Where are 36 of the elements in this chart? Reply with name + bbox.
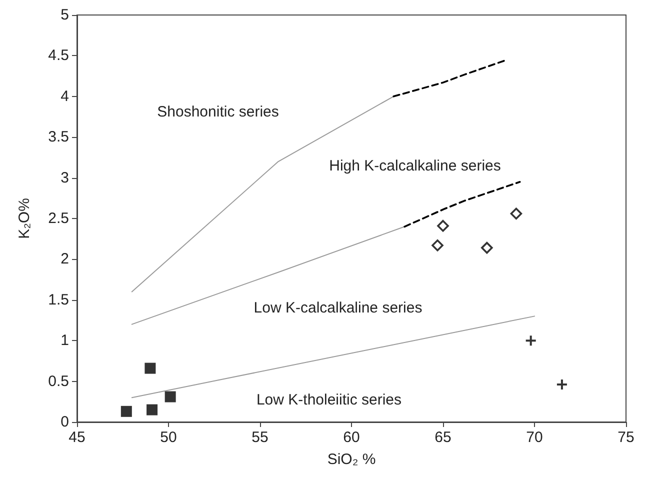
line-series [392, 58, 508, 98]
y-tick-label: 3 [60, 169, 69, 186]
y-tick-label: 1.5 [48, 291, 69, 308]
point [510, 208, 522, 220]
x-tick-label: 60 [343, 429, 360, 446]
y-tick-label: 0 [60, 414, 69, 430]
y-tick-label: 4.5 [48, 47, 69, 64]
y-tick-label: 5 [60, 6, 69, 24]
point [526, 336, 536, 346]
y-tick-label: 2 [60, 250, 69, 268]
x-tick-label: 70 [526, 429, 543, 446]
y-tick-label: 0.5 [48, 372, 69, 390]
y-tick-label: 4 [60, 88, 69, 105]
point [120, 406, 132, 417]
point [432, 239, 444, 252]
x-tick-label: 45 [68, 429, 86, 446]
x-tick-label: 50 [160, 429, 177, 446]
x-tick-label: 65 [434, 429, 452, 446]
x-tick-label: 75 [618, 429, 634, 446]
annotation: Shoshonitic series [157, 104, 279, 120]
y-tick-label: 1 [60, 332, 69, 350]
point [146, 404, 158, 416]
point [164, 391, 176, 402]
annotation: High K-calcalkaline series [329, 158, 501, 174]
y-tick-label: 3.5 [48, 128, 69, 146]
annotation: Low K-calcalkaline series [254, 300, 422, 316]
annotation: Low K-tholeiitic series [256, 392, 402, 408]
y-tick-label: 2.5 [48, 210, 69, 227]
point [481, 242, 493, 254]
point [556, 380, 567, 390]
point [437, 220, 449, 232]
line-series [404, 180, 521, 228]
x-axis-title: SiO₂ % [327, 451, 376, 468]
y-axis-title: K₂O% [16, 198, 33, 239]
x-tick-label: 55 [252, 429, 268, 446]
point [144, 362, 156, 374]
